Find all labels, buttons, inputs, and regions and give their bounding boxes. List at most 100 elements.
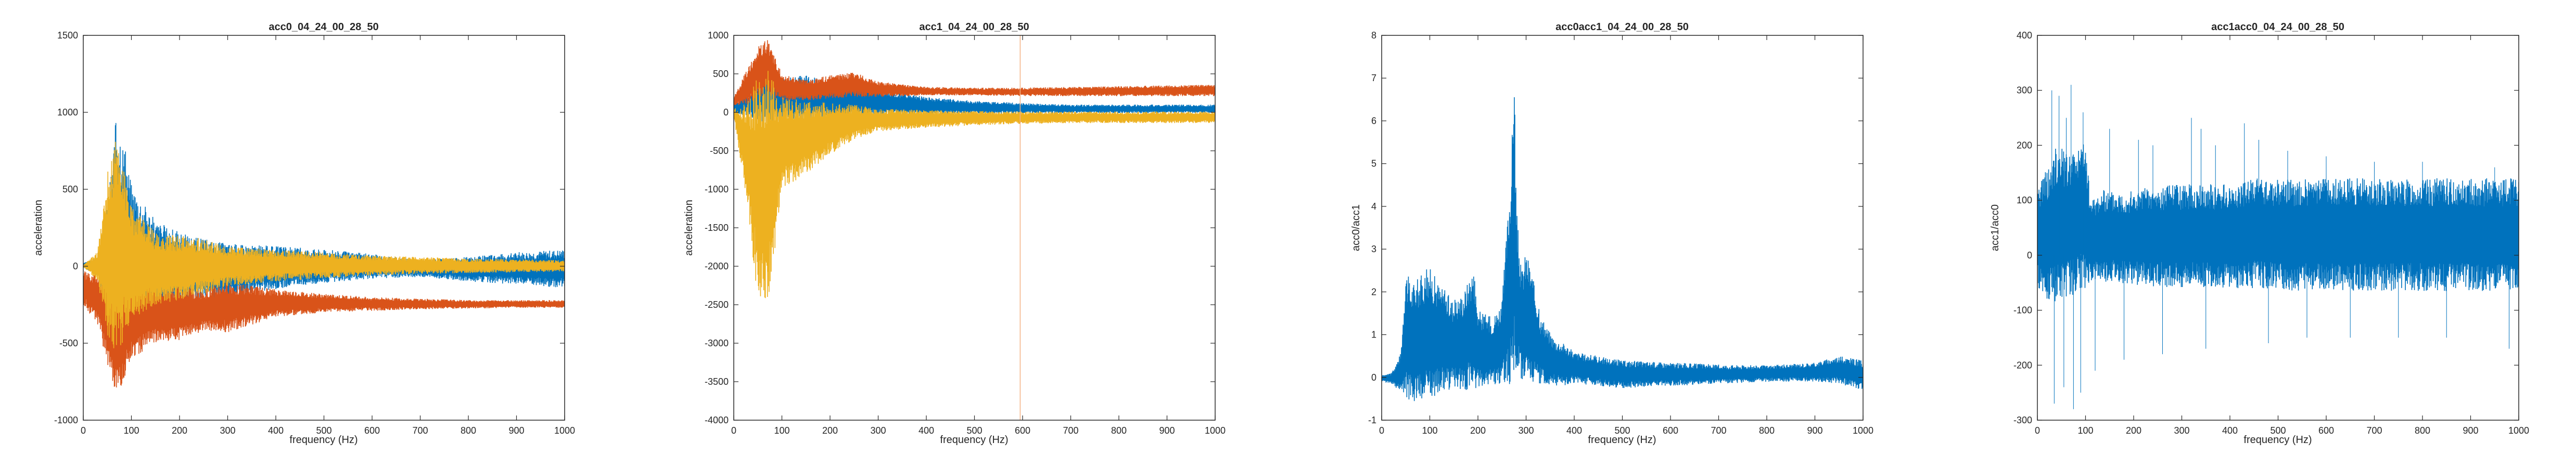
x-tick-label: 800	[1111, 425, 1127, 436]
y-tick-label: 7	[1371, 73, 1376, 83]
x-tick-label: 700	[1711, 425, 1726, 436]
plot-content	[2037, 85, 2519, 409]
x-tick-label: 600	[2318, 425, 2334, 436]
y-tick-label: 100	[2017, 195, 2032, 205]
y-axis-label: acceleration	[683, 200, 695, 256]
x-tick-label: 600	[364, 425, 380, 436]
x-tick-label: 200	[1470, 425, 1486, 436]
y-tick-label: -1000	[705, 184, 729, 194]
x-tick-label: 400	[1566, 425, 1582, 436]
y-tick-label: 500	[713, 69, 729, 79]
x-tick-label: 900	[508, 425, 524, 436]
x-tick-label: 200	[2126, 425, 2141, 436]
x-tick-label: 900	[1159, 425, 1175, 436]
y-tick-label: 0	[2027, 250, 2032, 261]
x-tick-label: 400	[2222, 425, 2238, 436]
chart-panel-acc1acc0: acc1acc0_04_24_00_28_50 frequency (Hz) a…	[1990, 21, 2529, 446]
x-tick-label: 100	[123, 425, 139, 436]
x-tick-label: 800	[2415, 425, 2430, 436]
y-tick-label: 500	[62, 184, 78, 194]
x-tick-label: 200	[172, 425, 187, 436]
series-line-2	[83, 141, 565, 348]
plot-content	[1382, 97, 1863, 401]
x-axis-label: frequency (Hz)	[940, 434, 1008, 446]
series-line-0	[2037, 144, 2519, 302]
x-tick-label: 0	[731, 425, 736, 436]
y-tick-label: 4	[1371, 201, 1376, 212]
y-tick-label: 400	[2017, 30, 2032, 41]
x-tick-label: 800	[1759, 425, 1775, 436]
y-tick-label: 0	[1371, 372, 1376, 383]
y-tick-label: 3	[1371, 244, 1376, 254]
x-tick-label: 0	[1379, 425, 1384, 436]
x-tick-label: 700	[1063, 425, 1078, 436]
y-tick-label: -300	[2013, 415, 2032, 425]
x-tick-label: 600	[1663, 425, 1678, 436]
x-tick-label: 300	[1518, 425, 1534, 436]
x-axis-label: frequency (Hz)	[2243, 434, 2312, 446]
y-tick-label: -3500	[705, 376, 729, 387]
plot-area	[83, 35, 565, 420]
y-tick-label: -2500	[705, 300, 729, 310]
y-tick-label: 1000	[708, 30, 729, 41]
x-tick-label: 700	[2366, 425, 2382, 436]
x-tick-label: 300	[220, 425, 235, 436]
x-tick-label: 200	[822, 425, 838, 436]
y-axis-label: acc1/acc0	[1990, 204, 2001, 251]
plot-content	[734, 35, 1215, 420]
y-tick-label: -1000	[54, 415, 78, 425]
x-axis-label: frequency (Hz)	[289, 434, 358, 446]
x-tick-label: 1000	[554, 425, 575, 436]
plot-content	[83, 123, 565, 388]
x-tick-label: 1000	[1853, 425, 1873, 436]
y-tick-label: 1000	[57, 107, 78, 118]
chart-title: acc1acc0_04_24_00_28_50	[2211, 21, 2344, 33]
y-tick-label: -1500	[705, 223, 729, 233]
y-axis-label: acc0/acc1	[1350, 204, 1362, 251]
x-tick-label: 0	[2035, 425, 2040, 436]
x-tick-label: 0	[81, 425, 86, 436]
chart-panel-acc0acc1: acc0acc1_04_24_00_28_50 frequency (Hz) a…	[1350, 21, 1873, 446]
x-tick-label: 500	[316, 425, 331, 436]
x-tick-label: 500	[2270, 425, 2286, 436]
series-line-2	[734, 71, 1215, 298]
y-tick-label: 6	[1371, 115, 1376, 126]
y-tick-label: 8	[1371, 30, 1376, 41]
series-line-1	[734, 40, 1215, 107]
chart-title: acc1_04_24_00_28_50	[919, 21, 1029, 33]
x-tick-label: 100	[774, 425, 789, 436]
x-tick-label: 900	[1807, 425, 1822, 436]
y-tick-label: 0	[723, 107, 729, 118]
y-tick-label: 5	[1371, 159, 1376, 169]
x-tick-label: 300	[2174, 425, 2189, 436]
x-tick-label: 700	[412, 425, 428, 436]
chart-panel-acc0: acc0_04_24_00_28_50 frequency (Hz) accel…	[33, 21, 575, 446]
x-tick-label: 400	[919, 425, 934, 436]
x-tick-label: 600	[1015, 425, 1030, 436]
chart-title: acc0acc1_04_24_00_28_50	[1555, 21, 1689, 33]
x-tick-label: 100	[2077, 425, 2093, 436]
y-tick-label: 300	[2017, 85, 2032, 96]
x-tick-label: 100	[1422, 425, 1437, 436]
chart-title: acc0_04_24_00_28_50	[269, 21, 378, 33]
y-tick-label: -100	[2013, 305, 2032, 316]
x-tick-label: 1000	[1205, 425, 1226, 436]
y-tick-label: 200	[2017, 140, 2032, 150]
y-tick-label: -4000	[705, 415, 729, 425]
y-tick-label: -1	[1368, 415, 1376, 425]
x-tick-label: 500	[1614, 425, 1630, 436]
y-tick-label: -500	[59, 338, 78, 348]
y-tick-label: 2	[1371, 287, 1376, 297]
x-tick-label: 400	[268, 425, 284, 436]
y-tick-label: -500	[710, 146, 729, 156]
y-axis-label: acceleration	[33, 200, 44, 256]
x-tick-label: 500	[966, 425, 982, 436]
x-tick-label: 800	[461, 425, 476, 436]
y-tick-label: -2000	[705, 261, 729, 271]
series-line-0	[1382, 97, 1863, 401]
y-tick-label: 0	[73, 261, 78, 271]
chart-panel-acc1: acc1_04_24_00_28_50 frequency (Hz) accel…	[683, 21, 1226, 446]
x-tick-label: 1000	[2508, 425, 2529, 436]
series-line-1	[83, 271, 565, 388]
